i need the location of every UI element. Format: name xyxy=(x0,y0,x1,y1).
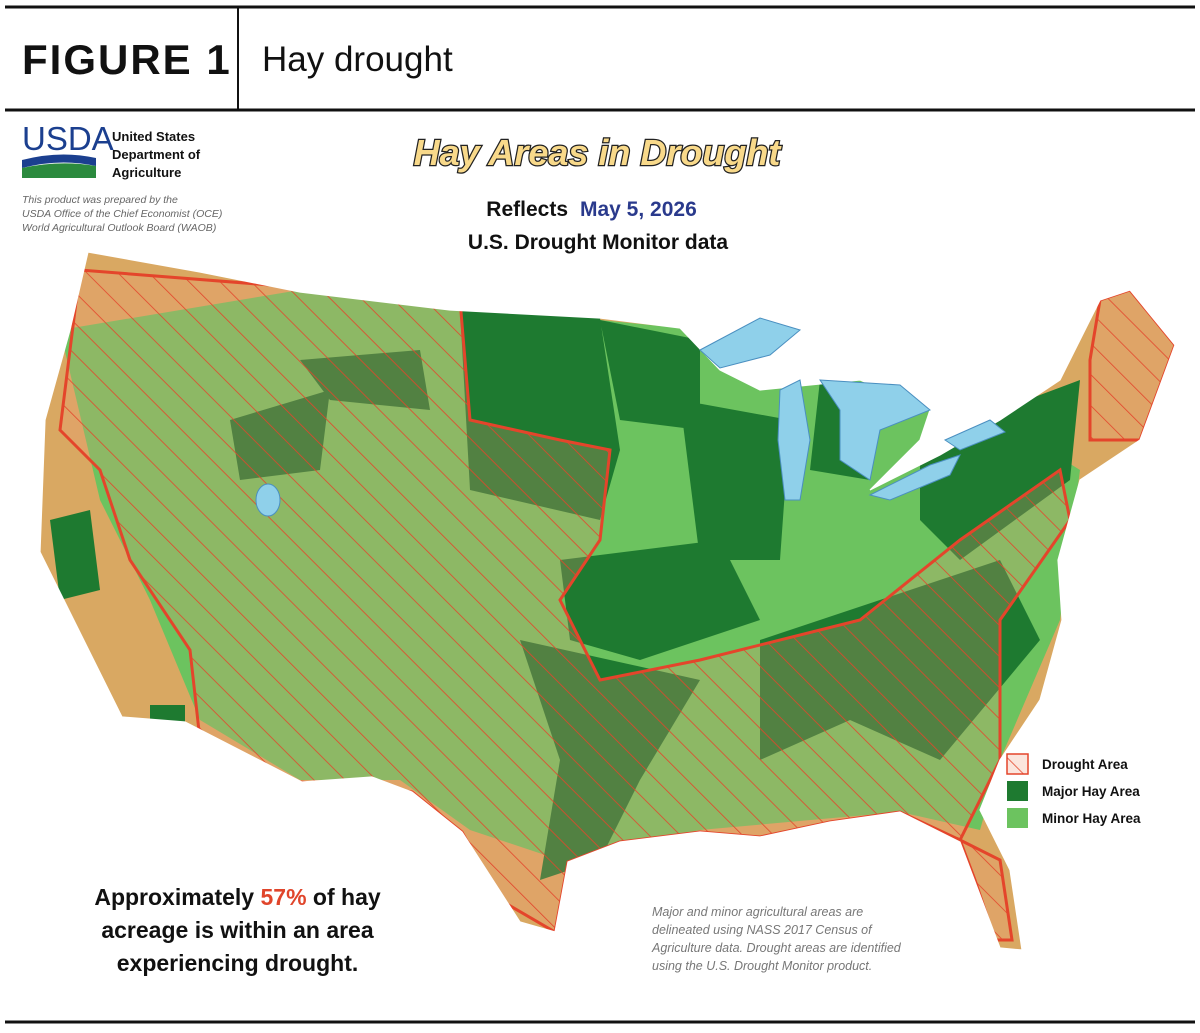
logo-wordmark: USDA xyxy=(22,120,114,157)
map-date: May 5, 2026 xyxy=(580,198,697,221)
legend: Drought Area Major Hay Area Minor Hay Ar… xyxy=(1006,753,1141,828)
drought-area xyxy=(957,836,1014,942)
lake-erie xyxy=(868,454,961,501)
figure-label: FIGURE 1 xyxy=(22,36,232,83)
great-lakes xyxy=(255,317,1006,517)
agency-name: United States Department of Agriculture xyxy=(112,128,200,182)
drought-area xyxy=(1088,288,1175,442)
methodology-note: Major and minor agricultural areas are d… xyxy=(652,905,901,973)
summary-text: of hay acreage is within an area experie… xyxy=(101,884,381,976)
legend-swatch-major xyxy=(1007,781,1028,801)
agency-line: Agriculture xyxy=(112,165,182,180)
legend-label: Minor Hay Area xyxy=(1042,811,1141,826)
summary: Approximately 57% of hay acreage is with… xyxy=(70,881,405,980)
lake-huron xyxy=(819,379,931,481)
map-title: Hay Areas in Drought xyxy=(414,132,783,173)
legend-swatch-minor xyxy=(1007,808,1028,828)
legend-swatch-drought xyxy=(1006,753,1029,775)
credit: This product was prepared by the USDA Of… xyxy=(22,193,222,235)
credit-line: This product was prepared by the xyxy=(22,194,178,206)
credit-line: World Agricultural Outlook Board (WAOB) xyxy=(22,222,217,234)
logo-field xyxy=(22,163,96,178)
map-subtitle-prefix: Reflects xyxy=(486,198,568,221)
agency-line: Department of xyxy=(112,147,201,162)
agency-line: United States xyxy=(112,129,196,144)
lake-ontario xyxy=(943,419,1006,451)
summary-percent: 57% xyxy=(260,884,307,910)
lake-michigan xyxy=(777,379,811,501)
map xyxy=(40,252,1175,950)
map-subtitle: U.S. Drought Monitor data xyxy=(468,231,728,254)
legend-label: Drought Area xyxy=(1042,757,1128,772)
logo-swoosh xyxy=(22,154,96,168)
summary-text: Approximately xyxy=(94,884,255,910)
legend-label: Major Hay Area xyxy=(1042,784,1140,799)
credit-line: USDA Office of the Chief Economist (OCE) xyxy=(22,208,223,220)
great-salt-lake xyxy=(255,483,281,517)
figure-title: Hay drought xyxy=(262,40,453,79)
lake-superior xyxy=(699,317,802,369)
